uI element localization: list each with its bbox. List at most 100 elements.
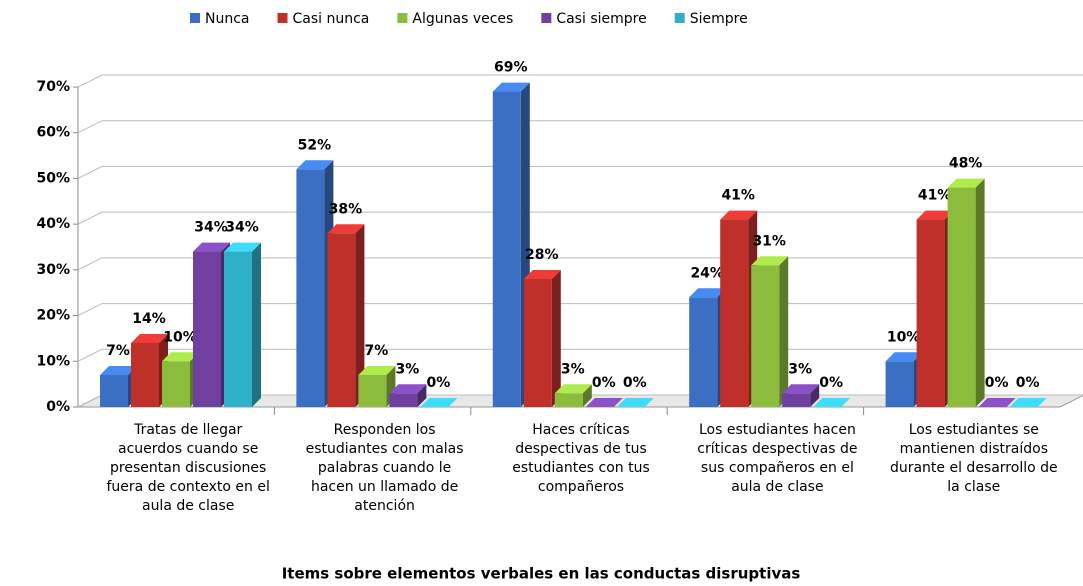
legend-swatch [277,13,288,23]
bar-top [224,242,261,252]
legend-swatch [541,13,552,23]
bar [224,251,252,407]
bar-top [523,270,561,279]
value-label: 7% [106,343,130,359]
x-tick-label: Haces críticas despectivas de tus estudi… [512,422,650,495]
bar-top [296,160,334,170]
bar-top [554,384,592,394]
bar-top [1009,398,1047,407]
value-label: 10% [163,329,197,345]
bar-top [100,366,137,375]
value-label: 34% [225,220,259,236]
bar [100,375,128,407]
bar-top [947,178,985,188]
bar-top [389,384,427,394]
y-tick-label: 50% [36,170,70,186]
value-label: 0% [1016,375,1040,391]
bar [193,251,221,407]
bar-top [616,398,654,407]
value-label: 0% [985,375,1009,391]
y-tick-label: 0% [46,399,70,415]
bar-side [975,178,985,407]
bar-side [417,384,427,407]
value-label: 3% [396,361,420,377]
value-label: 10% [887,329,921,345]
value-label: 41% [721,188,755,204]
value-label: 34% [194,220,228,236]
value-label: 28% [525,247,559,263]
bar-top [813,398,851,407]
x-axis-title: Items sobre elementos verbales en las co… [282,565,801,583]
bar-side [779,256,789,407]
x-tick-label: Tratas de llegar acuerdos cuando se pres… [106,422,270,514]
y-tick-label: 70% [36,79,70,95]
bar-side [582,384,592,407]
bar [720,219,749,407]
legend-label: Nunca [205,11,250,27]
bar [162,361,190,407]
x-tick-label: Responden los estudiantes con malas pala… [305,422,464,514]
bar [916,219,945,407]
value-label: 31% [752,233,786,249]
bar-top [885,352,923,362]
legend-label: Siempre [690,11,748,27]
x-tick-label: Los estudiantes hacen críticas despectiv… [697,422,858,495]
legend-label: Casi nunca [293,11,370,27]
value-label: 69% [494,60,528,76]
y-tick-label: 60% [36,125,70,141]
bar [523,279,552,407]
bar-top [162,352,199,362]
bar [492,91,521,408]
bar [885,361,914,407]
y-tick-label: 40% [36,216,70,232]
value-label: 7% [365,343,389,359]
bar [689,297,718,407]
legend-swatch [190,13,200,23]
value-label: 0% [819,375,843,391]
bar-side [551,270,561,407]
bar [296,169,325,407]
value-label: 52% [298,137,332,153]
bar-side [810,384,820,407]
bar [554,393,583,407]
grid-line [77,120,1083,134]
value-label: 48% [949,156,983,172]
legend-swatch [674,13,685,23]
bar-top [420,398,458,407]
value-label: 41% [918,188,952,204]
bar-side [355,224,365,407]
bar-top [585,398,623,407]
y-tick-label: 30% [36,262,70,278]
bar [782,393,811,407]
bar-top [358,366,396,375]
value-label: 0% [427,375,451,391]
legend-label: Algunas veces [412,11,513,27]
bar [751,265,780,407]
bar-top [492,82,530,92]
grid-line [77,74,1083,88]
bar-top [782,384,820,394]
bar [358,375,387,407]
value-label: 14% [132,311,166,327]
legend-label: Casi siempre [556,11,646,27]
bar [327,233,356,407]
bar-side [252,242,261,407]
value-label: 38% [329,201,363,217]
bar [947,187,976,407]
value-label: 3% [561,361,585,377]
bar [131,343,159,407]
bar-top [916,210,954,220]
legend-swatch [397,13,408,23]
bar-top [193,242,230,252]
value-label: 0% [623,375,647,391]
bar-top [751,256,789,266]
bar-top [689,288,727,298]
bar-top [327,224,365,234]
x-tick-label: Los estudiantes se mantienen distraídos … [889,422,1058,495]
grid-line [77,165,1083,179]
bar [389,393,418,407]
bar-top [720,210,758,220]
value-label: 3% [788,361,812,377]
